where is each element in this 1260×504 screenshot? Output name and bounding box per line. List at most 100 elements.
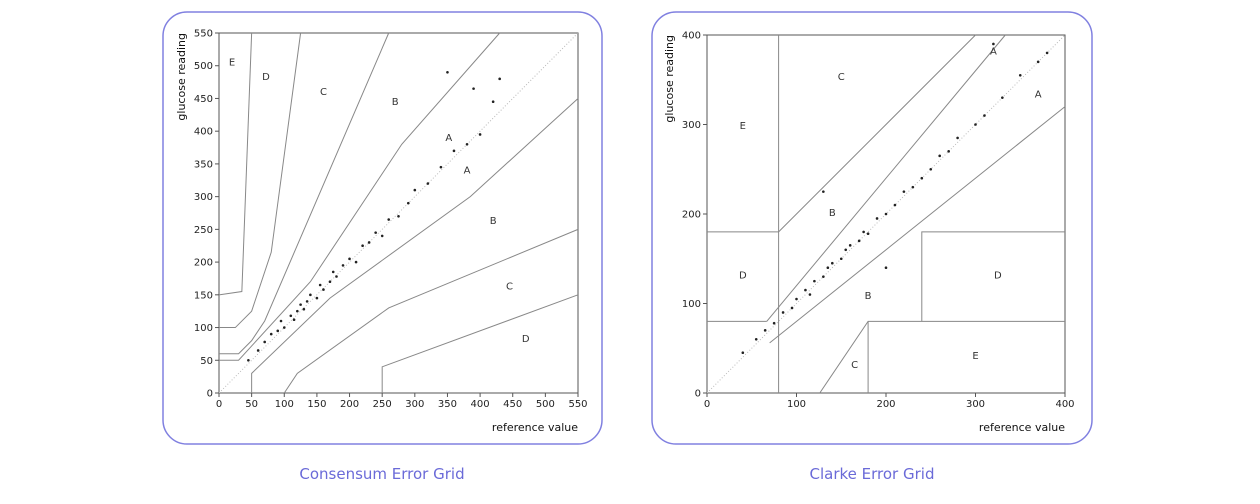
- data-point: [808, 293, 812, 296]
- data-point: [862, 230, 865, 234]
- x-tick-label: 100: [787, 399, 806, 410]
- data-point: [315, 296, 319, 300]
- data-point: [446, 70, 449, 74]
- data-point: [920, 176, 924, 180]
- data-point: [282, 326, 286, 329]
- data-point: [269, 332, 273, 336]
- x-tick-label: 550: [568, 399, 587, 410]
- y-tick-label: 400: [194, 127, 213, 138]
- y-tick-label: 100: [194, 323, 213, 334]
- x-tick-label: 200: [340, 399, 359, 410]
- zone-line: [251, 98, 579, 393]
- data-point: [361, 244, 364, 248]
- chart-title: Consensum Error Grid: [299, 465, 464, 483]
- y-tick-label: 450: [194, 94, 213, 105]
- zone-line: [766, 34, 1006, 322]
- x-tick-label: 150: [307, 399, 326, 410]
- zone-line: [707, 34, 976, 233]
- data-point: [380, 234, 384, 238]
- y-axis-label: glucose reading: [175, 33, 188, 121]
- identity-line: [706, 34, 1066, 394]
- zone-label: A: [464, 166, 471, 177]
- data-point: [772, 321, 776, 325]
- data-point: [276, 329, 280, 333]
- zone-label: A: [990, 47, 997, 58]
- y-tick-label: 100: [682, 299, 701, 310]
- zone-label: C: [320, 87, 327, 98]
- data-point: [478, 133, 482, 136]
- data-point: [292, 318, 296, 321]
- data-point: [498, 77, 501, 81]
- data-point: [983, 114, 986, 117]
- zone-line: [381, 294, 579, 393]
- zone-line: [819, 320, 1065, 394]
- data-point: [956, 136, 959, 140]
- data-point: [305, 300, 309, 303]
- data-point: [884, 266, 888, 270]
- data-point: [335, 275, 338, 278]
- zone-label: B: [829, 208, 836, 219]
- zone-line: [219, 32, 302, 329]
- plot-area: [218, 32, 579, 394]
- data-point: [331, 270, 335, 274]
- y-tick-label: 500: [194, 61, 213, 72]
- data-point: [387, 218, 391, 221]
- y-tick-label: 50: [200, 356, 213, 367]
- x-tick-label: 0: [704, 399, 710, 410]
- data-point: [328, 280, 332, 284]
- data-point: [893, 203, 897, 207]
- data-point: [822, 190, 825, 193]
- y-tick-label: 300: [194, 192, 213, 203]
- zone-line: [921, 231, 1065, 322]
- x-tick-label: 50: [245, 399, 258, 410]
- data-point: [491, 100, 495, 104]
- data-point: [911, 185, 915, 189]
- zone-label: E: [972, 351, 978, 362]
- data-point: [754, 338, 758, 341]
- x-tick-label: 200: [876, 399, 895, 410]
- x-tick-label: 100: [275, 399, 294, 410]
- data-point: [472, 87, 475, 90]
- data-point: [1036, 60, 1040, 64]
- zone-line: [219, 32, 390, 355]
- data-point: [831, 261, 834, 265]
- y-tick-label: 350: [194, 159, 213, 170]
- y-tick-label: 300: [682, 120, 701, 131]
- x-tick-label: 350: [438, 399, 457, 410]
- data-point: [839, 257, 843, 261]
- data-point: [884, 212, 888, 216]
- y-tick-label: 200: [682, 210, 701, 221]
- data-point: [452, 149, 456, 153]
- data-point: [397, 214, 400, 218]
- data-point: [822, 275, 825, 278]
- zone-line: [283, 228, 579, 394]
- x-tick-label: 0: [216, 399, 222, 410]
- data-point: [1045, 51, 1049, 55]
- data-point: [857, 239, 861, 243]
- x-tick-label: 500: [536, 399, 555, 410]
- x-tick-label: 450: [503, 399, 522, 410]
- data-point: [279, 319, 283, 323]
- data-point: [929, 167, 933, 171]
- zone-label: C: [838, 72, 845, 83]
- data-point: [296, 309, 299, 313]
- data-point: [289, 314, 293, 318]
- data-point: [992, 42, 995, 46]
- data-point: [439, 165, 443, 169]
- data-point: [1001, 96, 1004, 99]
- zone-label: D: [262, 72, 270, 83]
- data-point: [367, 241, 371, 244]
- zone-label: D: [994, 270, 1002, 281]
- panel-frame: [162, 11, 603, 445]
- zone-line: [218, 32, 253, 296]
- identity-line: [218, 32, 579, 394]
- x-tick-label: 400: [471, 399, 490, 410]
- data-point: [844, 248, 848, 252]
- data-point: [406, 201, 410, 205]
- data-point: [354, 260, 358, 264]
- x-axis-label: reference value: [979, 421, 1065, 434]
- zone-label: B: [865, 291, 872, 302]
- data-point: [902, 190, 906, 193]
- zone-label: E: [229, 58, 235, 69]
